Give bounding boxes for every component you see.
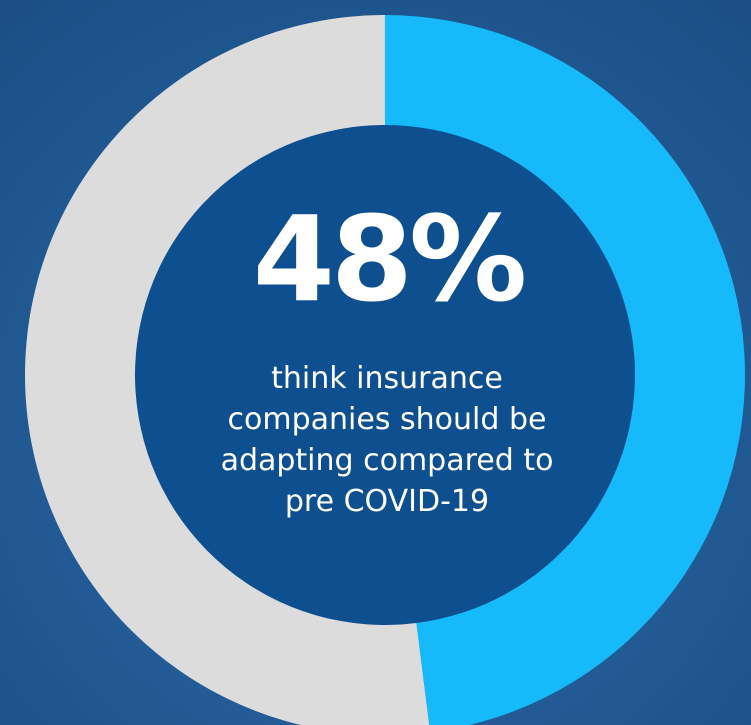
caption-line: adapting compared to (221, 443, 554, 478)
caption-line: think insurance (271, 361, 503, 396)
caption-line: pre COVID-19 (285, 484, 489, 519)
value-label: 48% (253, 190, 524, 328)
donut-hole (135, 125, 635, 625)
donut-segment (385, 15, 745, 725)
donut-segment (24, 15, 430, 725)
segments (24, 15, 745, 725)
caption-line: companies should be (228, 402, 547, 437)
caption: think insurance companies should be adapti… (221, 361, 554, 519)
